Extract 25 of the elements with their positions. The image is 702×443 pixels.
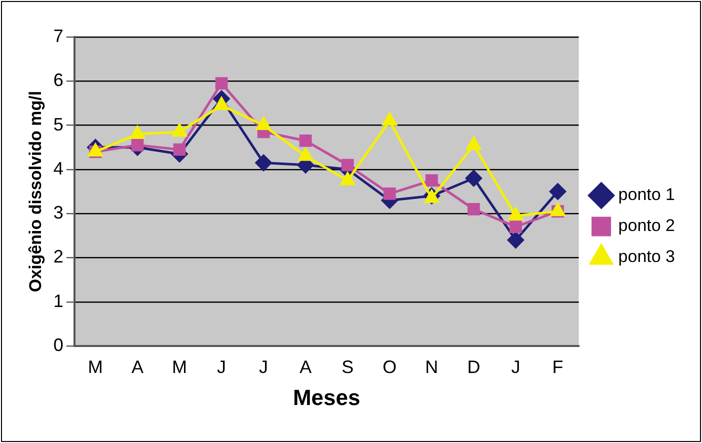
x-tick-label: F (552, 356, 564, 377)
x-tick-label: D (467, 356, 480, 377)
x-tick-label: A (131, 356, 144, 377)
x-tick-label: O (382, 356, 397, 377)
y-tick-label: 7 (53, 26, 64, 46)
x-tick-label: J (217, 356, 226, 377)
x-tick-label: N (425, 356, 438, 377)
y-tick-label: 0 (53, 334, 64, 355)
y-tick-label: 5 (53, 114, 64, 134)
y-tick-label: 2 (53, 246, 64, 267)
legend-label: ponto 3 (618, 247, 676, 266)
y-tick-label: 6 (53, 70, 64, 90)
x-tick-label: A (300, 356, 312, 377)
legend-label: ponto 1 (618, 185, 676, 204)
legend-label: ponto 2 (618, 216, 676, 236)
x-tick-label: J (259, 356, 268, 377)
y-tick-label: 1 (53, 290, 64, 311)
y-tick-label: 4 (53, 158, 64, 178)
x-tick-label: S (342, 356, 354, 377)
x-axis-title: Meses (292, 384, 360, 410)
x-tick-label: J (511, 356, 520, 377)
x-tick-label: M (172, 356, 187, 377)
y-tick-label: 3 (53, 202, 64, 223)
x-tick-label: M (88, 356, 103, 377)
y-axis-title: Oxigênio dissolvido mg/l (26, 90, 45, 292)
